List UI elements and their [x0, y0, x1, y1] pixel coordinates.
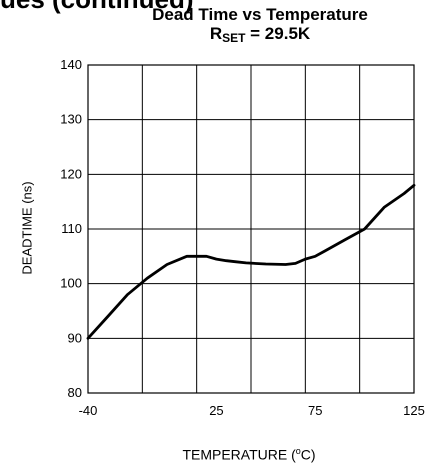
y-tick-label: 90 — [68, 330, 82, 345]
x-tick-label: 75 — [308, 403, 322, 418]
chart-title: Dead Time vs Temperature — [152, 5, 368, 24]
x-tick-label: 125 — [403, 403, 425, 418]
x-tick-label: 25 — [209, 403, 223, 418]
x-axis-label: TEMPERATURE (oC) — [182, 446, 316, 463]
y-tick-label: 100 — [60, 276, 82, 291]
chart-subtitle: RSET = 29.5K — [209, 24, 311, 45]
y-tick-label: 130 — [60, 112, 82, 127]
series-line — [86, 183, 416, 340]
y-tick-label: 80 — [68, 385, 82, 400]
y-tick-label: 140 — [60, 57, 82, 72]
plot-frame — [87, 64, 415, 394]
x-tick-label: -40 — [79, 403, 98, 418]
y-tick-label: 110 — [61, 221, 82, 236]
y-tick-label: 120 — [60, 166, 82, 181]
partial-page-header: ues (continued) — [0, 0, 194, 15]
